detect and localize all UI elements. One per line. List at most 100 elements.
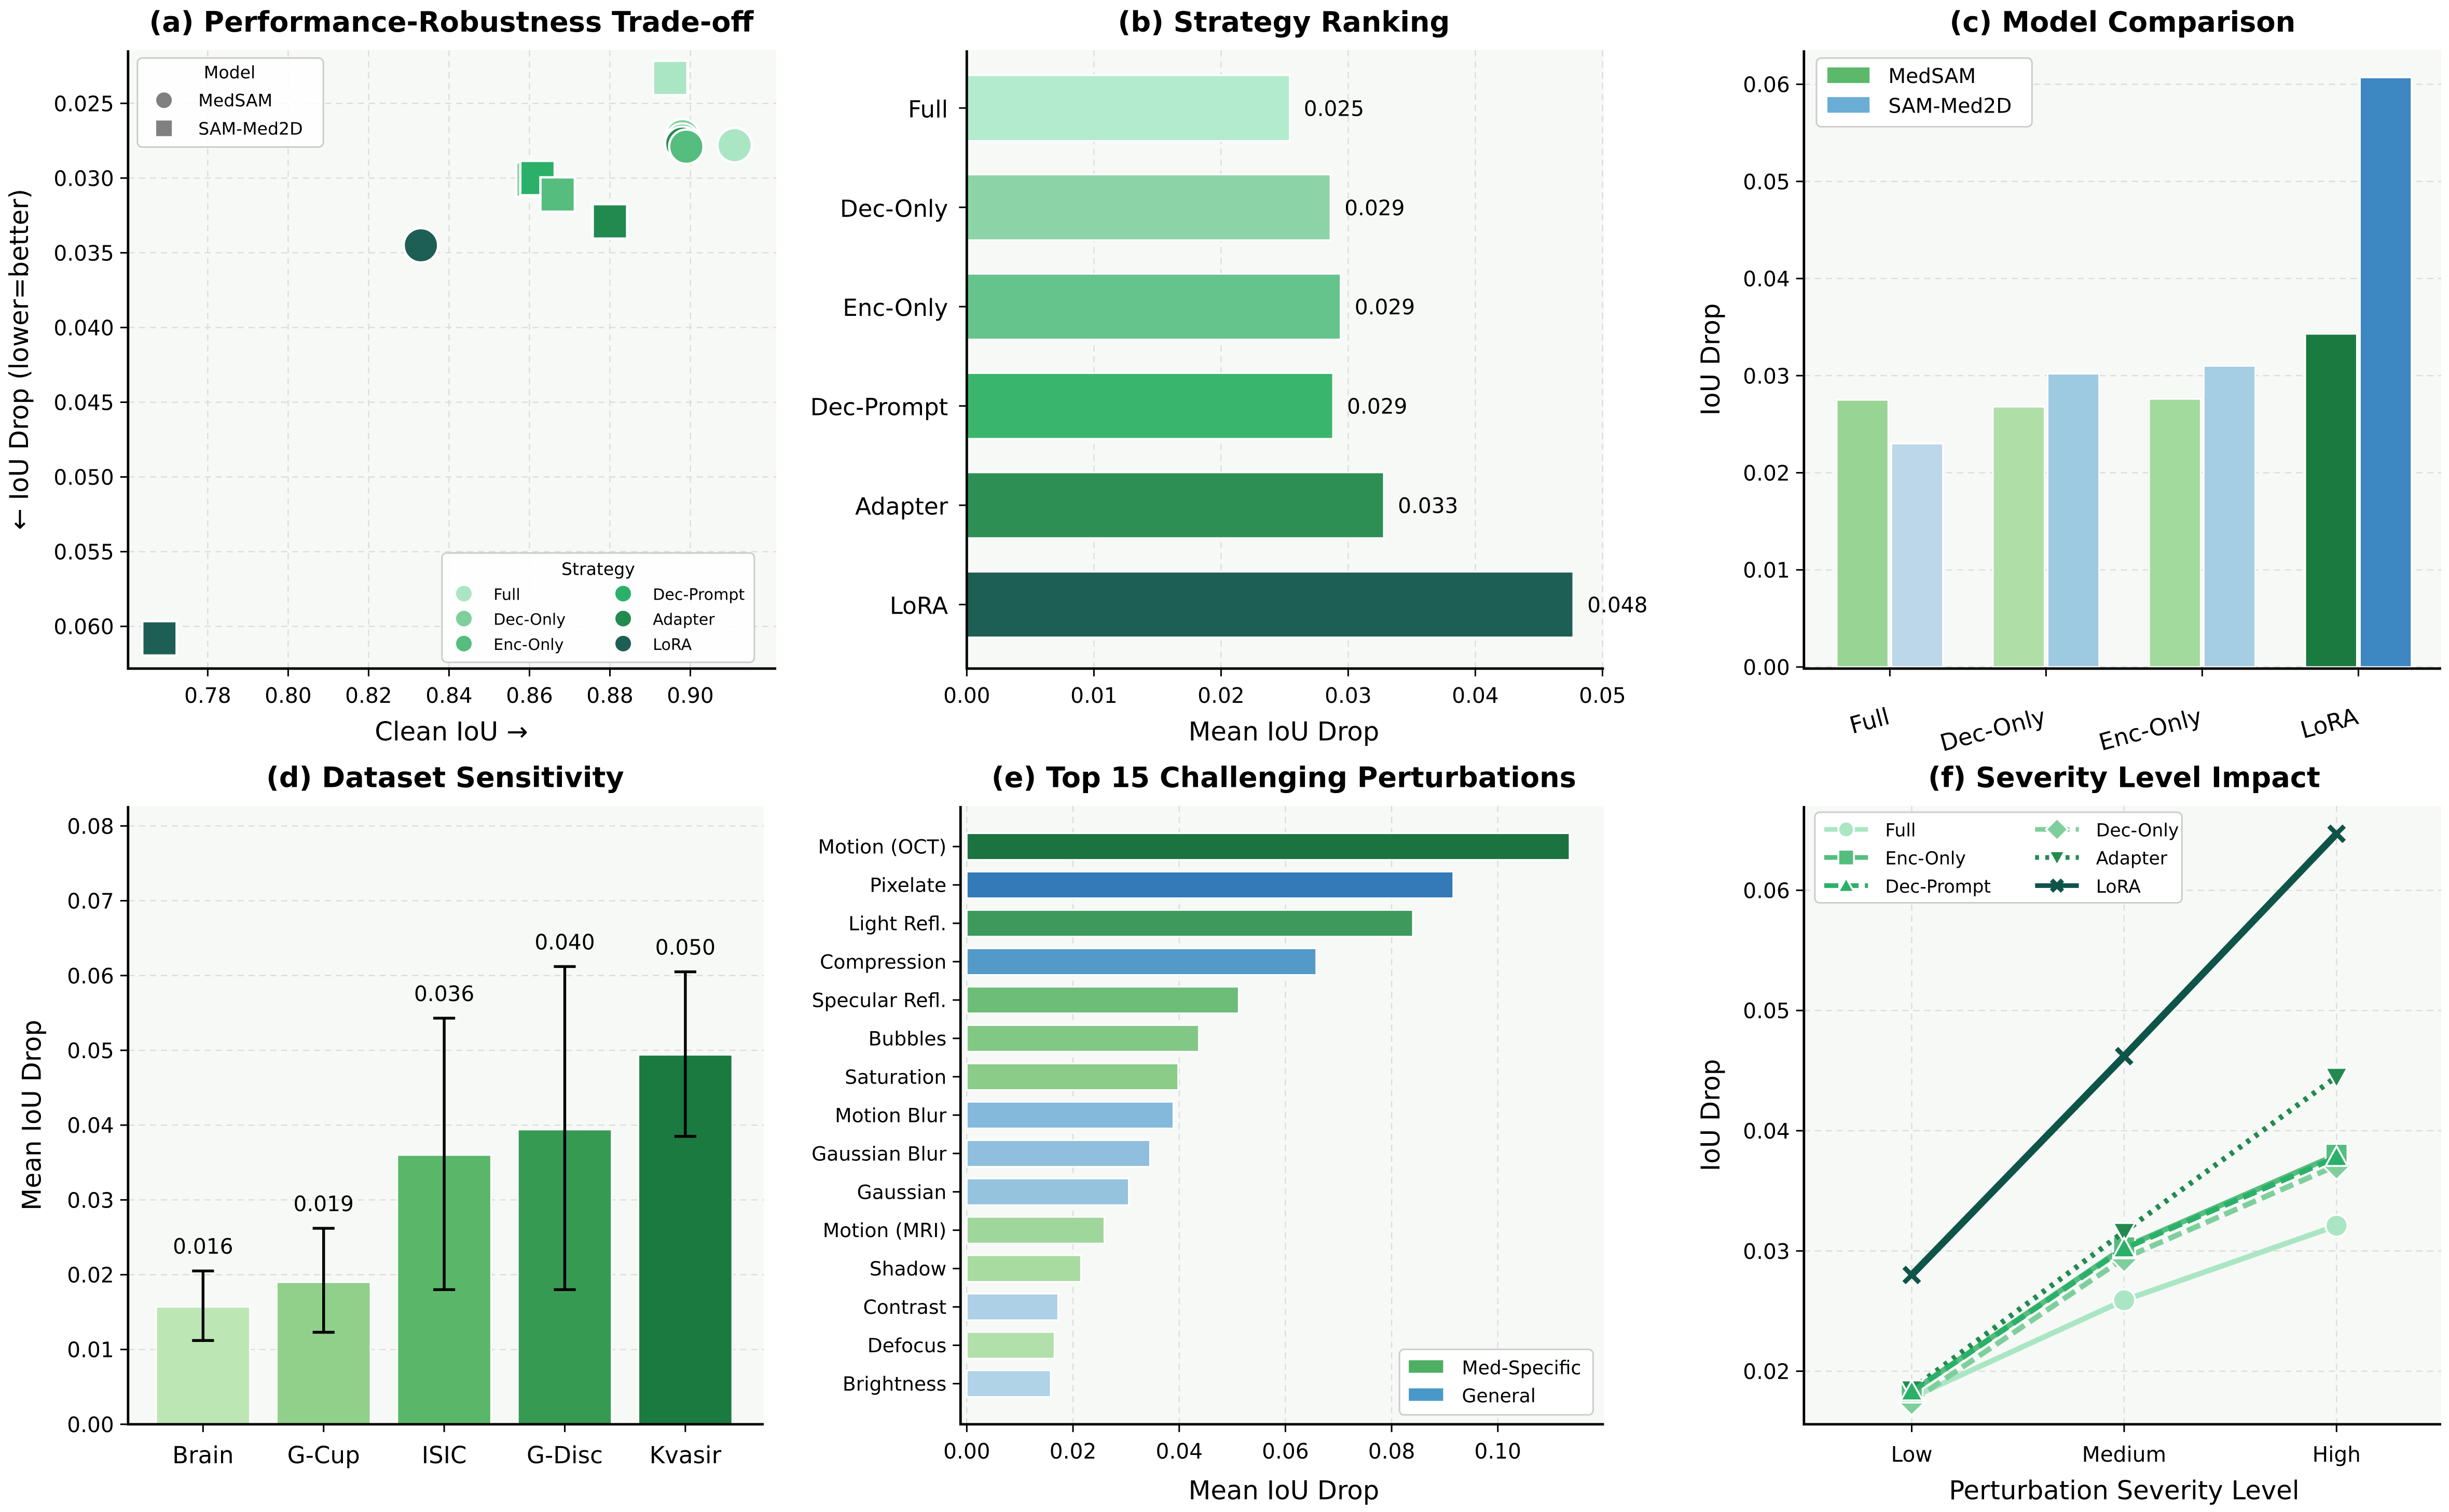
y-tick-label: 0.03 [1743, 364, 1790, 389]
axis-lines [1803, 50, 2441, 670]
plot-area [967, 50, 1604, 669]
chart-title: (c) Model Comparison [1950, 6, 2296, 38]
y-tick-label: Dec-Only [840, 195, 948, 223]
axis-lines [965, 50, 1604, 670]
data-label: 0.019 [294, 1191, 354, 1216]
x-tick-label: 0.03 [1325, 683, 1371, 708]
x-tick-label: LoRA [2297, 702, 2361, 744]
y-tick-label: 0.045 [53, 390, 114, 415]
y-tick-label: 0.06 [1743, 73, 1790, 98]
legend-box [136, 57, 324, 148]
point-lora [1902, 1266, 1921, 1285]
legend-marker-icon [2044, 817, 2070, 842]
y-tick-label: 0.05 [1743, 998, 1790, 1023]
x-tick-label: 0.02 [1198, 683, 1244, 708]
chart-title: (a) Performance-Robustness Trade-off [149, 6, 754, 38]
y-tick-label: 0.05 [1743, 170, 1790, 195]
x-tick-label: ISIC [422, 1441, 467, 1469]
bar-medsam [1992, 406, 2045, 668]
scatter-point-sam-med2d [591, 203, 628, 240]
data-label: 0.029 [1355, 295, 1415, 320]
y-tick-label: 0.04 [67, 1113, 114, 1138]
x-axis-label: Mean IoU Drop [1189, 1475, 1380, 1505]
y-tick-label: Contrast [863, 1296, 946, 1319]
x-tick-label: Kvasir [650, 1441, 722, 1469]
legend-label: Enc-Only [493, 636, 563, 654]
y-tick-label: LoRA [890, 592, 948, 620]
legend-label: Enc-Only [1885, 849, 1966, 869]
legend-swatch-icon [1827, 67, 1870, 84]
legend-box [1815, 57, 2033, 128]
legend-label: MedSAM [1888, 65, 1976, 88]
y-tick-label: 0.05 [67, 1038, 114, 1063]
point-full [2324, 1214, 2349, 1238]
data-label: 0.025 [1304, 96, 1364, 121]
data-label: 0.036 [414, 981, 474, 1006]
bar-med-specific [966, 909, 1414, 938]
bar-medsam [2304, 333, 2358, 668]
legend-marker-icon [2047, 850, 2067, 867]
x-tick-label: 0.00 [943, 683, 990, 708]
x-tick-label: 0.10 [1475, 1439, 1521, 1464]
legend-swatch-icon [1409, 1360, 1443, 1373]
bar [966, 571, 1574, 639]
x-tick-label: Brain [172, 1441, 233, 1469]
y-tick-label: Gaussian Blur [811, 1142, 947, 1165]
scatter-point-medsam [716, 127, 753, 164]
x-tick-label: 0.78 [184, 683, 231, 708]
x-tick-label: G-Cup [287, 1441, 360, 1469]
bar [966, 471, 1385, 539]
y-tick-label: Bubbles [869, 1027, 947, 1050]
x-tick-label: 0.80 [265, 683, 311, 708]
y-tick-label: Saturation [845, 1065, 946, 1088]
legend-marker-icon [615, 586, 631, 602]
data-label: 0.040 [534, 930, 595, 954]
legend-marker-icon [456, 611, 472, 627]
legend-label: Full [493, 586, 520, 604]
point-dec-prompt [2111, 1236, 2137, 1258]
panel-b: 0.00 0.01 0.02 0.03 0.04 0.05 Full 0.025 Dec-Onl… [810, 6, 1648, 747]
x-tick-label: Low [1891, 1442, 1932, 1467]
bar-sam-med2d [2359, 76, 2413, 668]
x-axis-label: Clean IoU → [375, 716, 528, 746]
point-adapter [2111, 1222, 2137, 1245]
axis-lines [127, 50, 777, 670]
legend-marker-icon [1837, 849, 1855, 867]
legend-marker-icon [456, 635, 472, 651]
error-bar [674, 970, 696, 1138]
y-axis-label: IoU Drop [1696, 1059, 1726, 1172]
bar [966, 273, 1342, 340]
data-label: 0.029 [1347, 394, 1407, 419]
legend-marker-icon [456, 586, 472, 602]
legend-marker-icon [615, 635, 631, 651]
panel-a: 0.78 0.80 0.82 0.84 0.86 0.88 0.90 0.025 0.030 0.… [4, 6, 777, 746]
bar-med-specific [966, 1216, 1105, 1244]
y-tick-label: Enc-Only [843, 294, 948, 322]
point-dec-prompt [2324, 1144, 2349, 1167]
x-axis-label: Mean IoU Drop [1189, 716, 1380, 746]
bar-general [966, 1177, 1130, 1206]
bar-med-specific [966, 1331, 1055, 1360]
x-tick-label: 0.88 [586, 683, 633, 708]
y-tick-label: Shadow [870, 1257, 946, 1280]
y-tick-label: 0.07 [67, 889, 114, 914]
legend-marker-icon [615, 611, 631, 627]
y-tick-label: 0.055 [53, 540, 114, 565]
y-tick-label: 0.08 [67, 814, 114, 839]
x-tick-label: 0.86 [506, 683, 553, 708]
error-bar [554, 965, 576, 1292]
data-label: 0.029 [1344, 196, 1405, 220]
legend: Full Enc-Only Dec-Prompt Dec-Only Adapter LoR… [1814, 811, 2183, 904]
legend-swatch-icon [1409, 1388, 1443, 1401]
legend-label: Med-Specific [1462, 1357, 1581, 1379]
x-axis-label: Perturbation Severity Level [1949, 1475, 2299, 1505]
panel-c: 0.00 0.01 0.02 0.03 0.04 0.05 0.06 Full Dec-Only… [1696, 6, 2441, 757]
chart-title: (d) Dataset Sensitivity [266, 761, 624, 794]
point-full [2112, 1288, 2136, 1312]
legend-title: Strategy [561, 559, 635, 579]
bar [966, 173, 1331, 241]
error-bar [433, 1017, 456, 1292]
y-tick-label: 0.050 [53, 465, 114, 490]
y-tick-label: 0.040 [53, 315, 114, 340]
